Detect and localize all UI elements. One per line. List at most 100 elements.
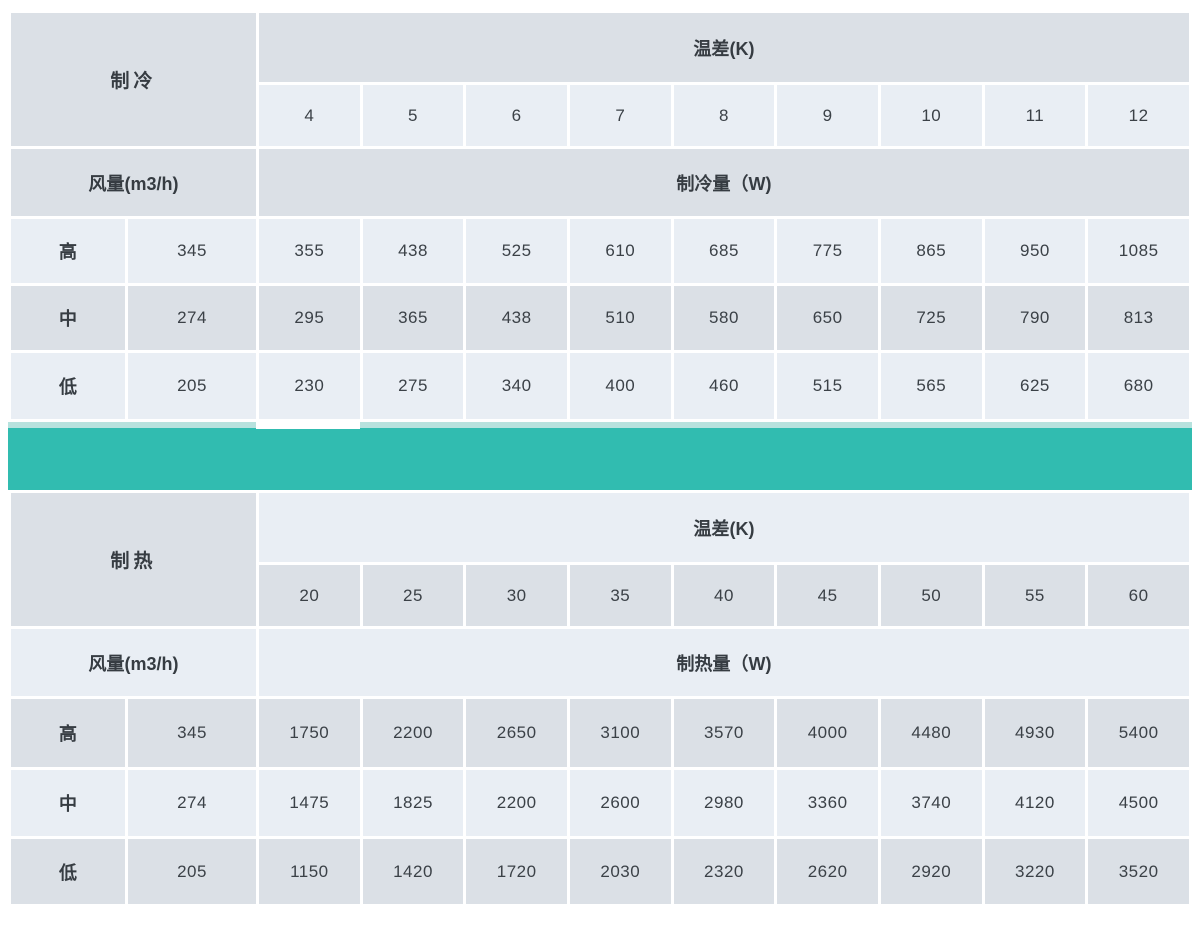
heating-header-row: 制热 温差(K) xyxy=(7,490,1192,629)
cooling-capacity-value: 580 xyxy=(670,283,778,353)
heating-capacity-value: 4500 xyxy=(1085,767,1192,839)
cooling-capacity-value: 625 xyxy=(981,350,1089,422)
cooling-capacity-value: 685 xyxy=(670,216,778,286)
cooling-capacity-value: 275 xyxy=(359,350,467,422)
heating-capacity-value: 3360 xyxy=(774,767,881,839)
cooling-capacity-value: 230 xyxy=(256,350,363,422)
heating-capacity-value: 1475 xyxy=(256,767,363,839)
cooling-capacity-value: 1085 xyxy=(1085,216,1192,286)
cooling-capacity-label: 制冷量（W) xyxy=(256,146,1192,219)
cooling-capacity-value: 510 xyxy=(566,283,674,353)
cooling-capacity-value: 438 xyxy=(359,216,467,286)
heating-capacity-value: 2600 xyxy=(566,767,674,839)
heating-capacity-value: 4480 xyxy=(877,696,985,770)
heating-airflow-value: 205 xyxy=(124,836,260,907)
cooling-capacity-value: 515 xyxy=(774,350,881,422)
cooling-section-label: 制冷 xyxy=(7,10,260,149)
teal-divider-white-notch xyxy=(256,422,360,429)
heating-airflow-label: 风量(m3/h) xyxy=(7,626,260,699)
heating-capacity-value: 2650 xyxy=(463,696,570,770)
heating-temp-diff-value: 60 xyxy=(1085,562,1192,629)
cooling-header-row: 制冷 温差(K) xyxy=(7,10,1192,149)
cooling-temp-diff-value: 10 xyxy=(877,82,985,149)
heating-data-row-medium: 中 274 1475 1825 2200 2600 2980 3360 3740 4120 4500 xyxy=(8,767,1192,839)
heating-temp-diff-value: 20 xyxy=(256,562,363,629)
cooling-temp-diff-value: 4 xyxy=(256,82,363,149)
cooling-capacity-value: 295 xyxy=(256,283,363,353)
cooling-airflow-value: 205 xyxy=(124,350,260,422)
heating-capacity-value: 5400 xyxy=(1085,696,1192,770)
heating-capacity-value: 2980 xyxy=(670,767,778,839)
heating-section-label: 制热 xyxy=(7,490,260,629)
cooling-capacity-value: 365 xyxy=(359,283,467,353)
heating-fan-speed-label: 中 xyxy=(8,767,128,839)
teal-divider xyxy=(8,422,1192,490)
heating-capacity-value: 2030 xyxy=(566,836,674,907)
cooling-data-row-low: 低 205 230 275 340 400 460 515 565 625 680 xyxy=(8,350,1192,422)
heating-temp-diff-value: 25 xyxy=(359,562,467,629)
heating-airflow-value: 274 xyxy=(124,767,260,839)
heating-capacity-value: 3220 xyxy=(981,836,1089,907)
cooling-capacity-value: 650 xyxy=(774,283,881,353)
heating-temp-diff-value: 50 xyxy=(877,562,985,629)
heating-temp-diff-value: 55 xyxy=(981,562,1089,629)
heating-temp-diff-value: 30 xyxy=(463,562,570,629)
heating-temp-diff-header: 温差(K) xyxy=(256,490,1192,565)
cooling-capacity-value: 790 xyxy=(981,283,1089,353)
heating-capacity-value: 4930 xyxy=(981,696,1089,770)
heating-capacity-value: 1750 xyxy=(256,696,363,770)
cooling-capacity-value: 525 xyxy=(463,216,570,286)
heating-capacity-value: 2320 xyxy=(670,836,778,907)
heating-capacity-value: 2200 xyxy=(463,767,570,839)
cooling-capacity-value: 438 xyxy=(463,283,570,353)
cooling-capacity-value: 813 xyxy=(1085,283,1192,353)
cooling-capacity-value: 340 xyxy=(463,350,570,422)
heating-capacity-label: 制热量（W) xyxy=(256,626,1192,699)
heating-labels-row: 风量(m3/h) 制热量（W) xyxy=(7,626,1192,699)
heating-data-row-high: 高 345 1750 2200 2650 3100 3570 4000 4480 4930 5400 xyxy=(8,696,1192,770)
cooling-temp-diff-value: 8 xyxy=(670,82,778,149)
cooling-temp-diff-value: 7 xyxy=(566,82,674,149)
heating-airflow-value: 345 xyxy=(124,696,260,770)
cooling-temp-diff-value: 6 xyxy=(463,82,570,149)
cooling-capacity-value: 565 xyxy=(877,350,985,422)
heating-capacity-value: 3570 xyxy=(670,696,778,770)
cooling-airflow-value: 345 xyxy=(124,216,260,286)
cooling-capacity-value: 775 xyxy=(774,216,881,286)
cooling-fan-speed-label: 中 xyxy=(8,283,128,353)
cooling-temp-diff-values-row: 4 5 6 7 8 9 10 11 12 xyxy=(10,82,1192,149)
cooling-temp-diff-value: 11 xyxy=(981,82,1089,149)
heating-temp-diff-value: 40 xyxy=(670,562,778,629)
cooling-capacity-value: 460 xyxy=(670,350,778,422)
cooling-capacity-value: 400 xyxy=(566,350,674,422)
heating-capacity-value: 4000 xyxy=(774,696,881,770)
heating-temp-diff-value: 45 xyxy=(774,562,881,629)
heating-capacity-value: 2200 xyxy=(359,696,467,770)
cooling-capacity-value: 355 xyxy=(256,216,363,286)
cooling-capacity-value: 725 xyxy=(877,283,985,353)
cooling-airflow-value: 274 xyxy=(124,283,260,353)
heating-temp-diff-values-row: 20 25 30 35 40 45 50 55 60 xyxy=(10,562,1192,629)
heating-capacity-value: 1720 xyxy=(463,836,570,907)
heating-fan-speed-label: 高 xyxy=(8,696,128,770)
cooling-airflow-label: 风量(m3/h) xyxy=(7,146,260,219)
cooling-data-row-high: 高 345 355 438 525 610 685 775 865 950 1085 xyxy=(8,216,1192,286)
heating-capacity-value: 1825 xyxy=(359,767,467,839)
cooling-fan-speed-label: 低 xyxy=(8,350,128,422)
cooling-temp-diff-value: 9 xyxy=(774,82,881,149)
cooling-capacity-value: 865 xyxy=(877,216,985,286)
heating-capacity-value: 3100 xyxy=(566,696,674,770)
cooling-capacity-value: 680 xyxy=(1085,350,1192,422)
cooling-data-row-medium: 中 274 295 365 438 510 580 650 725 790 813 xyxy=(8,283,1192,353)
cooling-temp-diff-value: 12 xyxy=(1085,82,1192,149)
cooling-temp-diff-header: 温差(K) xyxy=(256,10,1192,85)
heating-table: 制热 温差(K) 20 25 30 35 40 45 50 55 60 风量(m3/h) 制热量… xyxy=(7,490,1192,907)
heating-capacity-value: 2920 xyxy=(877,836,985,907)
teal-divider-light-strip xyxy=(8,422,1192,428)
heating-capacity-value: 1150 xyxy=(256,836,363,907)
heating-temp-diff-value: 35 xyxy=(566,562,674,629)
cooling-capacity-value: 610 xyxy=(566,216,674,286)
cooling-temp-diff-value: 5 xyxy=(359,82,467,149)
